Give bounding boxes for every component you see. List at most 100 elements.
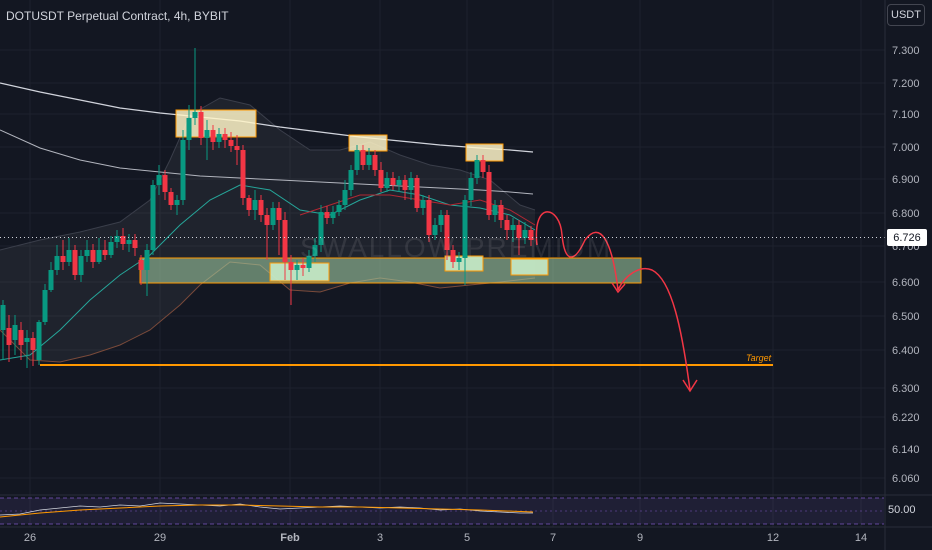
time-axis[interactable]: 26 29 Feb 3 5 7 9 12 14 <box>24 532 867 544</box>
time-axis-label: 14 <box>855 532 867 544</box>
candle-body <box>438 215 444 225</box>
candle-body <box>372 155 378 170</box>
candle-body <box>102 250 108 255</box>
symbol-title[interactable]: DOTUSDT Perpetual Contract, 4h, BYBIT <box>6 9 229 23</box>
candle-body <box>60 256 66 262</box>
candle-body <box>276 208 282 220</box>
time-axis-label: Feb <box>280 532 300 544</box>
time-axis-label: 5 <box>464 532 470 544</box>
candle-body <box>486 172 492 215</box>
candle-body <box>210 130 216 142</box>
candle-body <box>354 150 360 170</box>
candle-body <box>498 205 504 220</box>
candle-body <box>318 212 324 245</box>
candle-body <box>390 178 396 185</box>
candle-body <box>522 230 528 238</box>
time-axis-label: 29 <box>154 532 166 544</box>
candle-body <box>240 150 246 198</box>
candle-body <box>96 250 102 262</box>
candle-body <box>336 205 342 212</box>
watermark: SWALLOW PREMIUM <box>300 232 613 263</box>
candle-body <box>426 200 432 235</box>
target-label: Target <box>746 353 772 363</box>
time-axis-label: 3 <box>377 532 383 544</box>
candle-body <box>510 225 516 230</box>
candle-body <box>252 200 258 210</box>
candle-body <box>330 212 336 218</box>
candle-body <box>432 225 438 235</box>
candle-body <box>420 200 426 208</box>
candle-body <box>306 256 312 268</box>
price-axis-label: 7.100 <box>892 109 920 121</box>
candle-body <box>78 256 84 275</box>
candle-body <box>528 230 534 240</box>
time-axis-label: 26 <box>24 532 36 544</box>
candle-body <box>516 225 522 238</box>
candlestick-series <box>0 48 534 368</box>
candle-body <box>366 155 372 165</box>
candle-body <box>492 205 498 215</box>
candle-body <box>180 140 186 200</box>
price-axis-label: 6.060 <box>892 473 920 485</box>
price-axis-label: 7.000 <box>892 142 920 154</box>
candle-body <box>348 170 354 190</box>
candle-body <box>120 236 126 244</box>
candle-body <box>216 134 222 142</box>
candle-body <box>42 290 48 322</box>
candle-body <box>444 215 450 250</box>
candle-body <box>138 260 144 270</box>
resistance-box-2[interactable] <box>348 134 388 152</box>
currency-button[interactable]: USDT <box>887 4 925 26</box>
ma-mid-line <box>0 129 534 195</box>
price-axis-label: 7.200 <box>892 78 920 90</box>
support-box-3[interactable] <box>510 258 549 276</box>
time-axis-label: 12 <box>767 532 779 544</box>
arrow-head-2 <box>682 379 698 393</box>
candle-body <box>504 220 510 230</box>
candle-body <box>90 250 96 262</box>
rsi-axis-label: 50.00 <box>888 504 916 516</box>
candle-body <box>132 240 138 248</box>
candle-body <box>114 236 120 242</box>
candle-body <box>186 118 192 140</box>
support-zone[interactable] <box>139 257 642 284</box>
bollinger-upper <box>0 97 536 251</box>
candle-body <box>408 178 414 190</box>
candle-body <box>312 245 318 256</box>
candle-body <box>174 200 180 205</box>
candle-body <box>72 250 78 275</box>
candle-body <box>246 198 252 210</box>
price-axis-label: 6.900 <box>892 174 920 186</box>
candle-body <box>264 215 270 225</box>
price-axis[interactable]: 7.3007.2007.1007.0006.9006.8006.7006.600… <box>892 45 920 485</box>
candle-body <box>462 200 468 258</box>
candle-body <box>378 170 384 188</box>
price-axis-label: 6.600 <box>892 277 920 289</box>
resistance-box-3[interactable] <box>465 143 504 162</box>
candle-body <box>198 112 204 138</box>
price-axis-label: 6.500 <box>892 311 920 323</box>
current-price-tag: 6.726 <box>887 229 927 246</box>
candle-body <box>324 212 330 218</box>
candle-body <box>24 338 30 342</box>
candle-body <box>156 175 162 185</box>
price-axis-label: 6.300 <box>892 383 920 395</box>
candle-body <box>12 325 18 340</box>
candle-body <box>30 338 36 350</box>
projection-path[interactable] <box>535 211 691 391</box>
price-axis-label: 7.300 <box>892 45 920 57</box>
candle-body <box>162 175 168 192</box>
candle-body <box>108 242 114 255</box>
candle-body <box>342 190 348 205</box>
candle-body <box>450 250 456 262</box>
candle-body <box>66 250 72 262</box>
candle-body <box>270 208 276 225</box>
candle-body <box>396 180 402 185</box>
candle-body <box>84 250 90 256</box>
candle-body <box>480 160 486 172</box>
candle-body <box>234 146 240 150</box>
candle-body <box>414 178 420 208</box>
candle-body <box>168 192 174 205</box>
